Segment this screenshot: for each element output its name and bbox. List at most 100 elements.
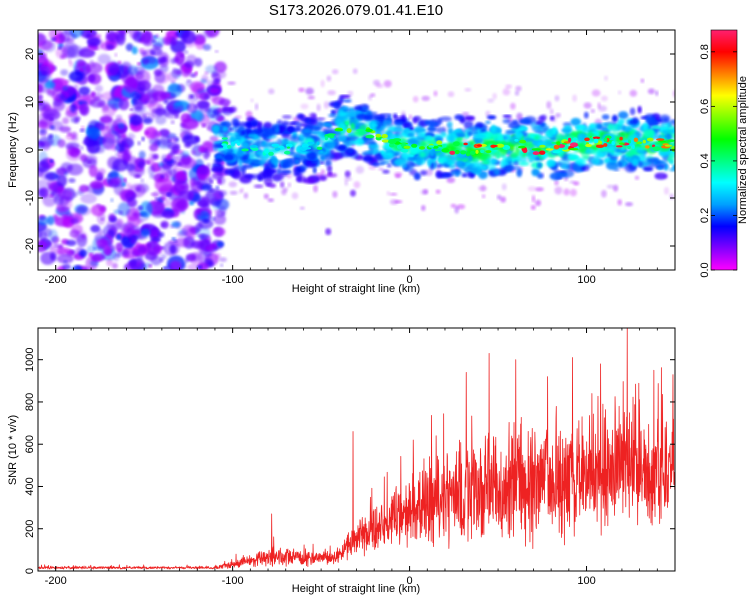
spectrogram-signal-blob [249, 151, 255, 159]
spectrogram-noise-blob [160, 134, 171, 146]
spectrogram-noise-blob [214, 50, 219, 53]
spectrogram-noise-blob [181, 30, 196, 45]
spectrogram-noise-blob [158, 128, 170, 137]
spectrogram-core-blob [328, 135, 335, 139]
spectrogram-signal-blob [503, 157, 513, 162]
spectrogram-core-blob [658, 140, 666, 143]
spectrogram-core-blob [381, 134, 388, 139]
spectrogram-signal-blob [402, 122, 412, 127]
spectrogram-signal-blob [511, 156, 522, 164]
spectrogram-noise-blob [97, 53, 111, 65]
spectrogram-noise-blob [89, 180, 104, 190]
spectrogram-noise-blob [57, 46, 62, 50]
spectrogram-signal-blob [228, 106, 237, 113]
spectrogram-signal-blob [611, 114, 618, 123]
spectrogram-core-blob [316, 146, 323, 150]
spectrogram-noise-blob [70, 103, 77, 113]
spectrogram-noise-blob [79, 97, 92, 104]
spectrogram-outlier-blob [325, 228, 332, 236]
spectrogram-halo-blob [535, 187, 544, 192]
spectrogram-noise-blob [68, 178, 76, 183]
spectrogram-core-blob [452, 141, 460, 147]
spectrogram-noise-blob [38, 33, 45, 42]
spectrogram-core-blob [595, 144, 605, 148]
spectrogram-noise-blob [182, 135, 200, 145]
spectrogram-core-blob [227, 144, 232, 149]
spectrogram-core-blob [274, 147, 281, 151]
spectrogram-core-blob [356, 129, 365, 132]
spectrogram-noise-blob [201, 123, 207, 128]
spectrogram-signal-blob [660, 122, 670, 128]
spectrogram-noise-blob [44, 81, 56, 89]
spectrogram-noise-blob [206, 126, 211, 131]
spectrogram-halo-blob [569, 188, 577, 197]
spectrogram-noise-blob [153, 69, 163, 76]
spectrogram-noise-blob [71, 265, 82, 270]
spectrogram-noise-blob [69, 30, 84, 38]
spectrogram-core-blob [449, 150, 456, 155]
spectrogram-signal-blob [327, 171, 333, 176]
spectrogram-noise-blob [111, 262, 118, 269]
spectrogram-halo-blob [687, 181, 691, 185]
spectrogram-signal-blob [526, 152, 531, 157]
colorbar-tick-label: 0.2 [699, 208, 711, 223]
spectrogram-core-blob [531, 148, 541, 151]
spectrogram-noise-blob [152, 191, 159, 198]
spectrogram-noise-blob [138, 160, 145, 169]
spectrogram-noise-blob [151, 39, 156, 43]
spectrogram-halo-blob [331, 69, 339, 75]
spectrogram-core-blob [586, 142, 589, 145]
spectrogram-signal-blob [609, 152, 623, 156]
spectrogram-noise-blob [166, 192, 171, 197]
spectrogram-noise-blob [140, 178, 144, 183]
spectrogram-noise-blob [185, 54, 197, 66]
spectrogram-signal-blob [500, 160, 505, 169]
spectrogram-noise-blob [92, 247, 97, 251]
spectrogram-noise-blob [91, 204, 105, 217]
spectrogram-halo-blob [227, 81, 236, 85]
spectrogram-noise-blob [86, 127, 101, 140]
spectrogram-signal-blob [303, 133, 310, 137]
spectrogram-signal-blob [394, 120, 405, 126]
spectrogram-halo-blob [546, 101, 552, 109]
spectrogram-noise-blob [136, 261, 141, 267]
spectrogram-halo-blob [549, 108, 554, 115]
spectrogram-noise-blob [169, 260, 182, 270]
spectrogram-signal-blob [607, 145, 616, 154]
spectrogram-noise-blob [196, 265, 202, 269]
spectrogram-noise-blob [187, 263, 199, 270]
spectrogram-noise-blob [46, 88, 53, 95]
spectrogram-signal-blob [596, 123, 604, 130]
spectrogram-noise-blob [139, 201, 153, 218]
spectrogram-core-blob [442, 144, 447, 148]
spectrogram-noise-blob [54, 243, 58, 248]
spectrogram-halo-blob [492, 92, 497, 100]
spectrogram-signal-blob [662, 130, 669, 135]
spectrogram-noise-blob [160, 174, 165, 179]
spectrogram-noise-blob [201, 74, 209, 83]
spectrogram-signal-blob [513, 160, 520, 167]
spectrogram-noise-blob [60, 54, 66, 59]
spectrogram-noise-blob [220, 263, 224, 267]
spectrogram-signal-blob [228, 127, 233, 131]
spectrogram-noise-blob [169, 175, 177, 182]
spectrogram-signal-blob [454, 114, 464, 121]
spectrogram-core-blob [268, 151, 274, 156]
spectrogram-signal-blob [439, 116, 452, 122]
spectrogram-signal-blob [624, 163, 637, 173]
spectrogram-halo-blob [481, 194, 486, 199]
spectrogram-signal-blob [211, 172, 224, 180]
spectrogram-noise-blob [215, 185, 220, 190]
colorbar-ticks: 0.0 0.2 0.4 0.6 0.8 [699, 44, 737, 278]
spectrogram-core-blob [480, 149, 485, 153]
spectrogram-noise-blob [129, 30, 140, 39]
spectrogram-signal-blob [426, 136, 432, 141]
spectrogram-noise-blob [116, 233, 122, 240]
spectrogram-signal-blob [498, 133, 503, 142]
spectrogram-core-blob [221, 137, 228, 140]
spectrogram-signal-blob [670, 119, 675, 125]
spectrogram-signal-blob [388, 132, 395, 140]
spectrogram-signal-blob [420, 170, 427, 176]
spectrogram-signal-blob [450, 169, 463, 176]
spectrogram-signal-blob [601, 122, 609, 127]
